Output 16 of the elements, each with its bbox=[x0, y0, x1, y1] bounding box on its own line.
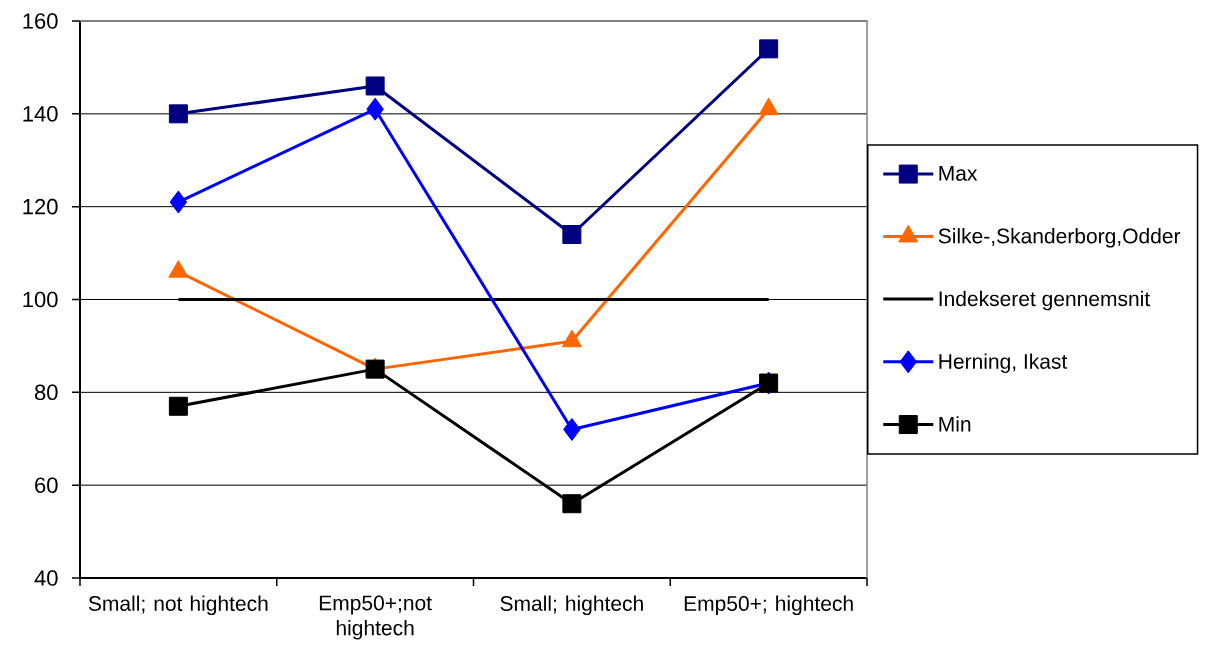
y-tick-label: 160 bbox=[23, 13, 58, 29]
x-tick-label: Small; hightech bbox=[500, 595, 643, 616]
x-tick-label: Small; not hightech bbox=[88, 595, 268, 616]
y-tick-label: 60 bbox=[35, 477, 58, 493]
legend-label: Herning, Ikast bbox=[939, 353, 1068, 374]
legend-label: Indekseret gennemsnit bbox=[939, 290, 1151, 311]
y-tick-label: 40 bbox=[34, 570, 58, 586]
y-tick-label: 120 bbox=[23, 198, 58, 215]
y-tick-label: 80 bbox=[34, 384, 58, 401]
legend-label: Max bbox=[939, 166, 978, 181]
y-tick-label: 100 bbox=[23, 291, 58, 308]
legend-label: Silke-,Skanderborg,Odder bbox=[938, 228, 1181, 248]
legend-label: Min bbox=[939, 416, 971, 432]
y-tick-label: 140 bbox=[23, 106, 58, 122]
x-tick-label: Emp50+; hightech bbox=[684, 595, 853, 616]
x-tick-label: Emp50+;not hightech bbox=[319, 595, 432, 640]
